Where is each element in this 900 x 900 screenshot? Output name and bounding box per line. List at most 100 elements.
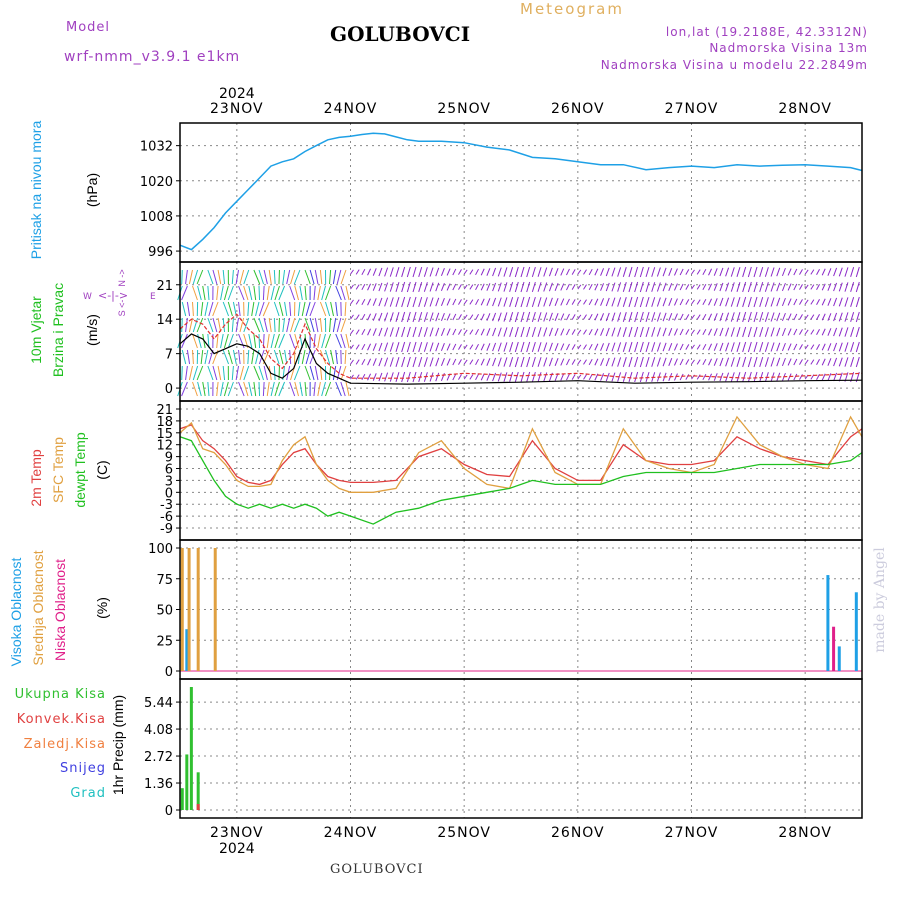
- wind-barb: [662, 342, 667, 352]
- wind-barb: [662, 267, 667, 277]
- wind-barb: [526, 326, 531, 338]
- pressure-line: [179, 132, 863, 251]
- wind-barb: [401, 356, 406, 368]
- wind-barb: [617, 297, 622, 307]
- wind-barb: [273, 301, 280, 317]
- wind-barb: [594, 298, 599, 306]
- wind-barb: [588, 343, 593, 351]
- wind-barb: [212, 269, 218, 285]
- wind-barb: [492, 297, 497, 307]
- y-tick-label: 14: [156, 313, 173, 328]
- wind-barb: [810, 329, 815, 335]
- wind-barb: [725, 297, 730, 307]
- wind-barb: [634, 266, 639, 278]
- wind-barb: [384, 267, 389, 277]
- wind-barb: [816, 298, 820, 306]
- wind-barb: [367, 358, 372, 366]
- wind-barb: [418, 356, 423, 368]
- wind-barb: [691, 329, 695, 335]
- wind-barb: [662, 327, 667, 337]
- wind-barb: [566, 343, 570, 351]
- wind-barb: [611, 267, 616, 277]
- wind-barb: [222, 301, 230, 317]
- wind-barb: [520, 266, 525, 278]
- wind-barb: [304, 285, 307, 301]
- y-tick-label: 5.44: [144, 696, 173, 711]
- wind-barb: [781, 342, 786, 352]
- wind-barb: [480, 373, 485, 381]
- wind-barb: [651, 297, 656, 307]
- wind-barb: [821, 343, 826, 351]
- wind-barb: [673, 283, 678, 291]
- wind-barb: [452, 358, 457, 366]
- wind-barb: [571, 374, 576, 380]
- wind-barb: [781, 327, 786, 337]
- wind-barb: [776, 327, 781, 337]
- wind-barb: [531, 296, 536, 308]
- wind-barb: [560, 358, 565, 366]
- wind-barb: [844, 282, 849, 292]
- wind-barb: [208, 349, 214, 365]
- wind-barb: [429, 312, 434, 322]
- wind-barb: [520, 296, 525, 308]
- wind-barb: [395, 342, 400, 352]
- wind-barb: [838, 297, 843, 307]
- wind-barb: [273, 365, 276, 381]
- wind-barb: [634, 356, 639, 368]
- wind-barb: [401, 371, 406, 383]
- panel-frame: [179, 261, 863, 402]
- wind-barb: [691, 359, 695, 365]
- wind-barb: [554, 282, 559, 292]
- wind-barb: [486, 313, 491, 321]
- wind-barb: [475, 268, 479, 276]
- cloud-bar: [187, 548, 191, 671]
- wind-barb: [730, 342, 735, 352]
- wind-barb: [645, 311, 650, 323]
- wind-barb: [503, 342, 508, 352]
- wind-barb: [458, 314, 462, 320]
- wind-barb: [668, 312, 673, 322]
- wind-barb: [227, 381, 234, 397]
- wind-barb: [628, 326, 633, 338]
- wind-barb: [833, 267, 838, 277]
- wind-barb: [605, 357, 610, 367]
- wind-barb: [594, 268, 599, 276]
- wind-barb: [639, 296, 644, 308]
- wind-barb: [514, 356, 519, 368]
- wind-barb: [634, 296, 639, 308]
- wind-barb: [844, 267, 849, 277]
- cloud-bar: [826, 575, 830, 671]
- wind-barb: [571, 329, 576, 335]
- wind-barb: [418, 266, 423, 278]
- wind-barb: [222, 365, 226, 381]
- wind-barb: [406, 326, 411, 338]
- wind-barb: [730, 297, 735, 307]
- wind-barb: [634, 341, 639, 353]
- wind-barb: [253, 333, 257, 349]
- wind-barb: [440, 342, 445, 352]
- wind-barb: [742, 371, 747, 383]
- wind-barb: [810, 269, 815, 275]
- wind-barb: [520, 311, 525, 323]
- y-tick-label: 18: [156, 415, 173, 430]
- wind-barb: [702, 313, 707, 321]
- wind-barb: [355, 299, 360, 305]
- wind-barb: [770, 267, 775, 277]
- wind-barb: [361, 358, 366, 366]
- wind-barb: [594, 358, 599, 366]
- y-tick-label: 1020: [140, 175, 173, 190]
- wind-barb: [301, 301, 306, 317]
- wind-barb: [475, 358, 479, 366]
- wind-barb: [401, 281, 406, 293]
- wind-barb: [332, 365, 337, 381]
- wind-barb: [423, 297, 428, 307]
- wind-barb: [243, 381, 249, 397]
- wind-barb: [514, 296, 519, 308]
- wind-barb: [611, 282, 616, 292]
- wind-barb: [548, 327, 553, 337]
- wind-barb: [742, 356, 747, 368]
- wind-barb: [197, 333, 202, 349]
- panel-frame: [179, 400, 863, 541]
- wind-barb: [537, 342, 542, 352]
- wind-barb: [628, 296, 633, 308]
